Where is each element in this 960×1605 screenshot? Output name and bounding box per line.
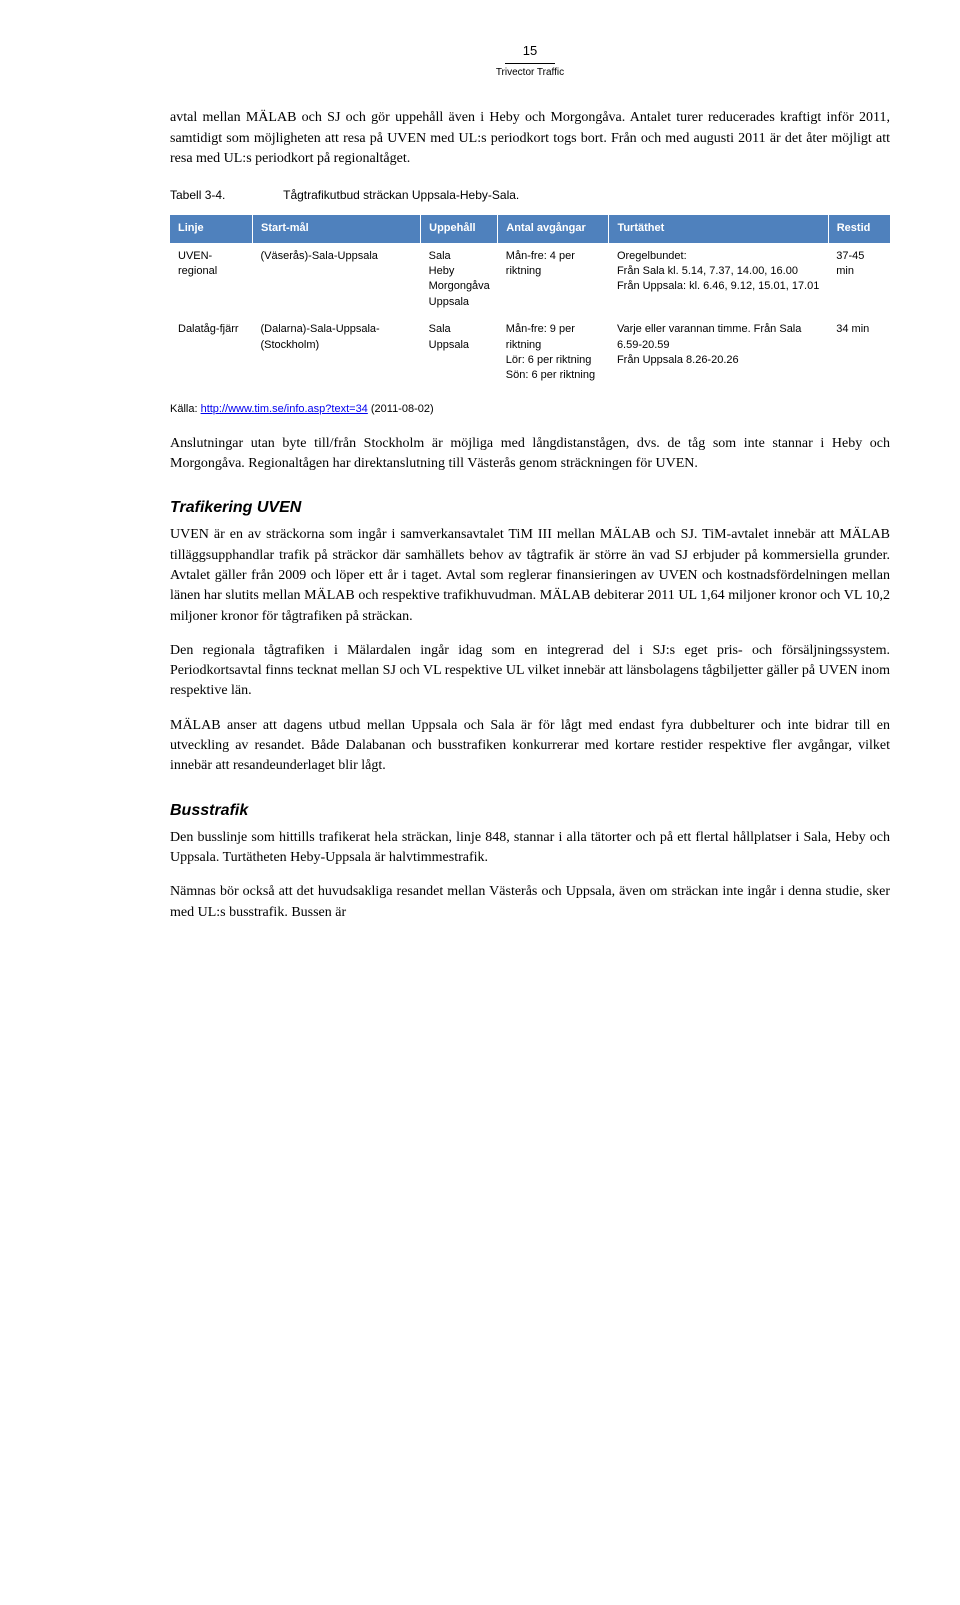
th-restid: Restid: [828, 215, 890, 243]
section-heading-buss: Busstrafik: [170, 799, 890, 822]
th-uppehall: Uppehåll: [421, 215, 498, 243]
brand-text: Trivector Traffic: [170, 66, 890, 81]
page-header: 15 Trivector Traffic: [170, 40, 890, 80]
buss-p1: Den busslinje som hittills trafikerat he…: [170, 828, 890, 869]
cell-avgangar: Mån-fre: 4 per riktning: [498, 243, 609, 317]
table-caption: Tabell 3-4. Tågtrafikutbud sträckan Upps…: [170, 187, 890, 204]
cell-restid: 34 min: [828, 316, 890, 390]
cell-turtathet: Varje eller varannan timme. Från Sala 6.…: [609, 316, 828, 390]
table-source: Källa: http://www.tim.se/info.asp?text=3…: [170, 402, 890, 418]
th-avgangar: Antal avgångar: [498, 215, 609, 243]
buss-p2: Nämnas bör också att det huvudsakliga re…: [170, 882, 890, 923]
uven-p3: MÄLAB anser att dagens utbud mellan Upps…: [170, 716, 890, 777]
page-number: 15: [505, 42, 555, 64]
source-prefix: Källa:: [170, 403, 201, 415]
uven-p2: Den regionala tågtrafiken i Mälardalen i…: [170, 641, 890, 702]
table-row: Dalatåg-fjärr (Dalarna)-Sala-Uppsala-(St…: [170, 316, 890, 390]
cell-startmal: (Dalarna)-Sala-Uppsala-(Stockholm): [253, 316, 421, 390]
train-table: Linje Start-mål Uppehåll Antal avgångar …: [170, 215, 890, 390]
cell-uppehall: Sala Uppsala: [421, 316, 498, 390]
table-caption-label: Tabell 3-4.: [170, 187, 280, 204]
table-caption-text: Tågtrafikutbud sträckan Uppsala-Heby-Sal…: [283, 188, 519, 202]
cell-uppehall: Sala Heby Morgongåva Uppsala: [421, 243, 498, 317]
th-linje: Linje: [170, 215, 253, 243]
uven-p1: UVEN är en av sträckorna som ingår i sam…: [170, 525, 890, 626]
th-turtathet: Turtäthet: [609, 215, 828, 243]
cell-avgangar: Mån-fre: 9 per riktning Lör: 6 per riktn…: [498, 316, 609, 390]
paragraph-after-table: Anslutningar utan byte till/från Stockho…: [170, 434, 890, 475]
th-startmal: Start-mål: [253, 215, 421, 243]
cell-restid: 37-45 min: [828, 243, 890, 317]
intro-paragraph: avtal mellan MÄLAB och SJ och gör uppehå…: [170, 108, 890, 169]
table-header-row: Linje Start-mål Uppehåll Antal avgångar …: [170, 215, 890, 243]
source-link[interactable]: http://www.tim.se/info.asp?text=34: [201, 403, 368, 415]
cell-linje: Dalatåg-fjärr: [170, 316, 253, 390]
cell-startmal: (Väserås)-Sala-Uppsala: [253, 243, 421, 317]
table-row: UVEN-regional (Väserås)-Sala-Uppsala Sal…: [170, 243, 890, 317]
cell-turtathet: Oregelbundet: Från Sala kl. 5.14, 7.37, …: [609, 243, 828, 317]
source-suffix: (2011-08-02): [368, 403, 434, 415]
section-heading-uven: Trafikering UVEN: [170, 496, 890, 519]
cell-linje: UVEN-regional: [170, 243, 253, 317]
